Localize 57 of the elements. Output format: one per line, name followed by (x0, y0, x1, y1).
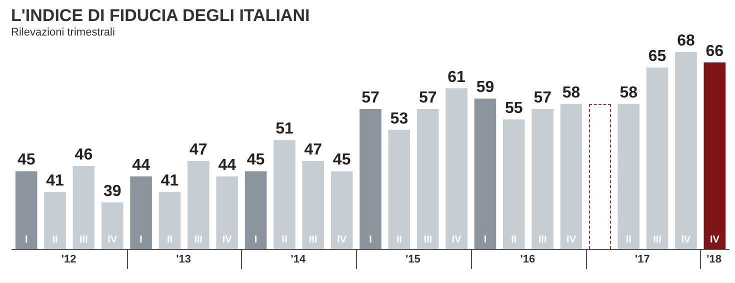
x-tick-label: III (424, 234, 432, 246)
data-label: 53 (390, 110, 408, 128)
data-label: 47 (304, 141, 322, 158)
data-label: 55 (505, 100, 523, 117)
data-label: 65 (648, 48, 666, 66)
data-label: 41 (160, 172, 179, 190)
data-label: 57 (534, 90, 552, 107)
x-tick-label: I (254, 234, 258, 246)
x-tick-label: IV (222, 234, 232, 246)
x-tick-label: II (282, 234, 288, 246)
text: '16 (520, 254, 536, 266)
text: '15 (406, 254, 420, 266)
x-tick-label: IV (337, 234, 347, 246)
x-tick-label: IV (452, 234, 462, 246)
x-tick-label: II (396, 234, 402, 246)
chart-title: L'INDICE DI FIDUCIA DEGLI ITALIANI (11, 6, 310, 25)
data-label: 44 (218, 156, 236, 174)
data-label: 45 (332, 152, 351, 169)
x-tick-label: IV (710, 234, 720, 246)
x-tick-label: IV (108, 234, 118, 246)
x-tick-label: I (369, 234, 372, 246)
data-label: 57 (362, 90, 380, 107)
x-tick-label: IV (681, 234, 692, 246)
data-label: 39 (103, 182, 122, 200)
x-tick-label: II (166, 234, 173, 246)
data-label: 58 (620, 84, 638, 102)
text: '12 (61, 254, 76, 266)
x-tick-label: I (484, 234, 487, 246)
data-label: 46 (74, 146, 93, 164)
data-label: 47 (190, 141, 208, 158)
x-tick-label: IV (566, 234, 576, 246)
x-tick-label: I (140, 234, 143, 246)
x-tick-label: III (653, 234, 662, 246)
x-tick-label: III (80, 234, 88, 246)
x-tick-label: III (308, 234, 318, 246)
text: '18 (706, 254, 722, 266)
data-label: 61 (448, 68, 466, 86)
x-tick-label: III (538, 234, 547, 246)
text: '14 (290, 254, 307, 266)
data-label: 59 (476, 79, 494, 96)
data-label: 57 (418, 90, 437, 107)
x-tick-label: I (24, 234, 28, 246)
data-label: 58 (562, 84, 580, 102)
data-label: 51 (276, 120, 294, 138)
data-label: 68 (677, 32, 695, 50)
data-label: 41 (46, 172, 64, 190)
x-tick-label: III (194, 234, 203, 246)
chart-subtitle: Rilevazioni trimestrali (11, 26, 115, 38)
x-tick-label: II (626, 234, 632, 246)
text: '17 (634, 254, 650, 266)
text: '13 (176, 254, 191, 266)
data-label: 44 (132, 156, 150, 174)
x-tick-label: II (511, 234, 517, 246)
data-label: 66 (706, 42, 724, 60)
data-label: 45 (246, 152, 265, 169)
x-tick-label: II (52, 234, 58, 246)
data-label: 45 (17, 152, 36, 169)
